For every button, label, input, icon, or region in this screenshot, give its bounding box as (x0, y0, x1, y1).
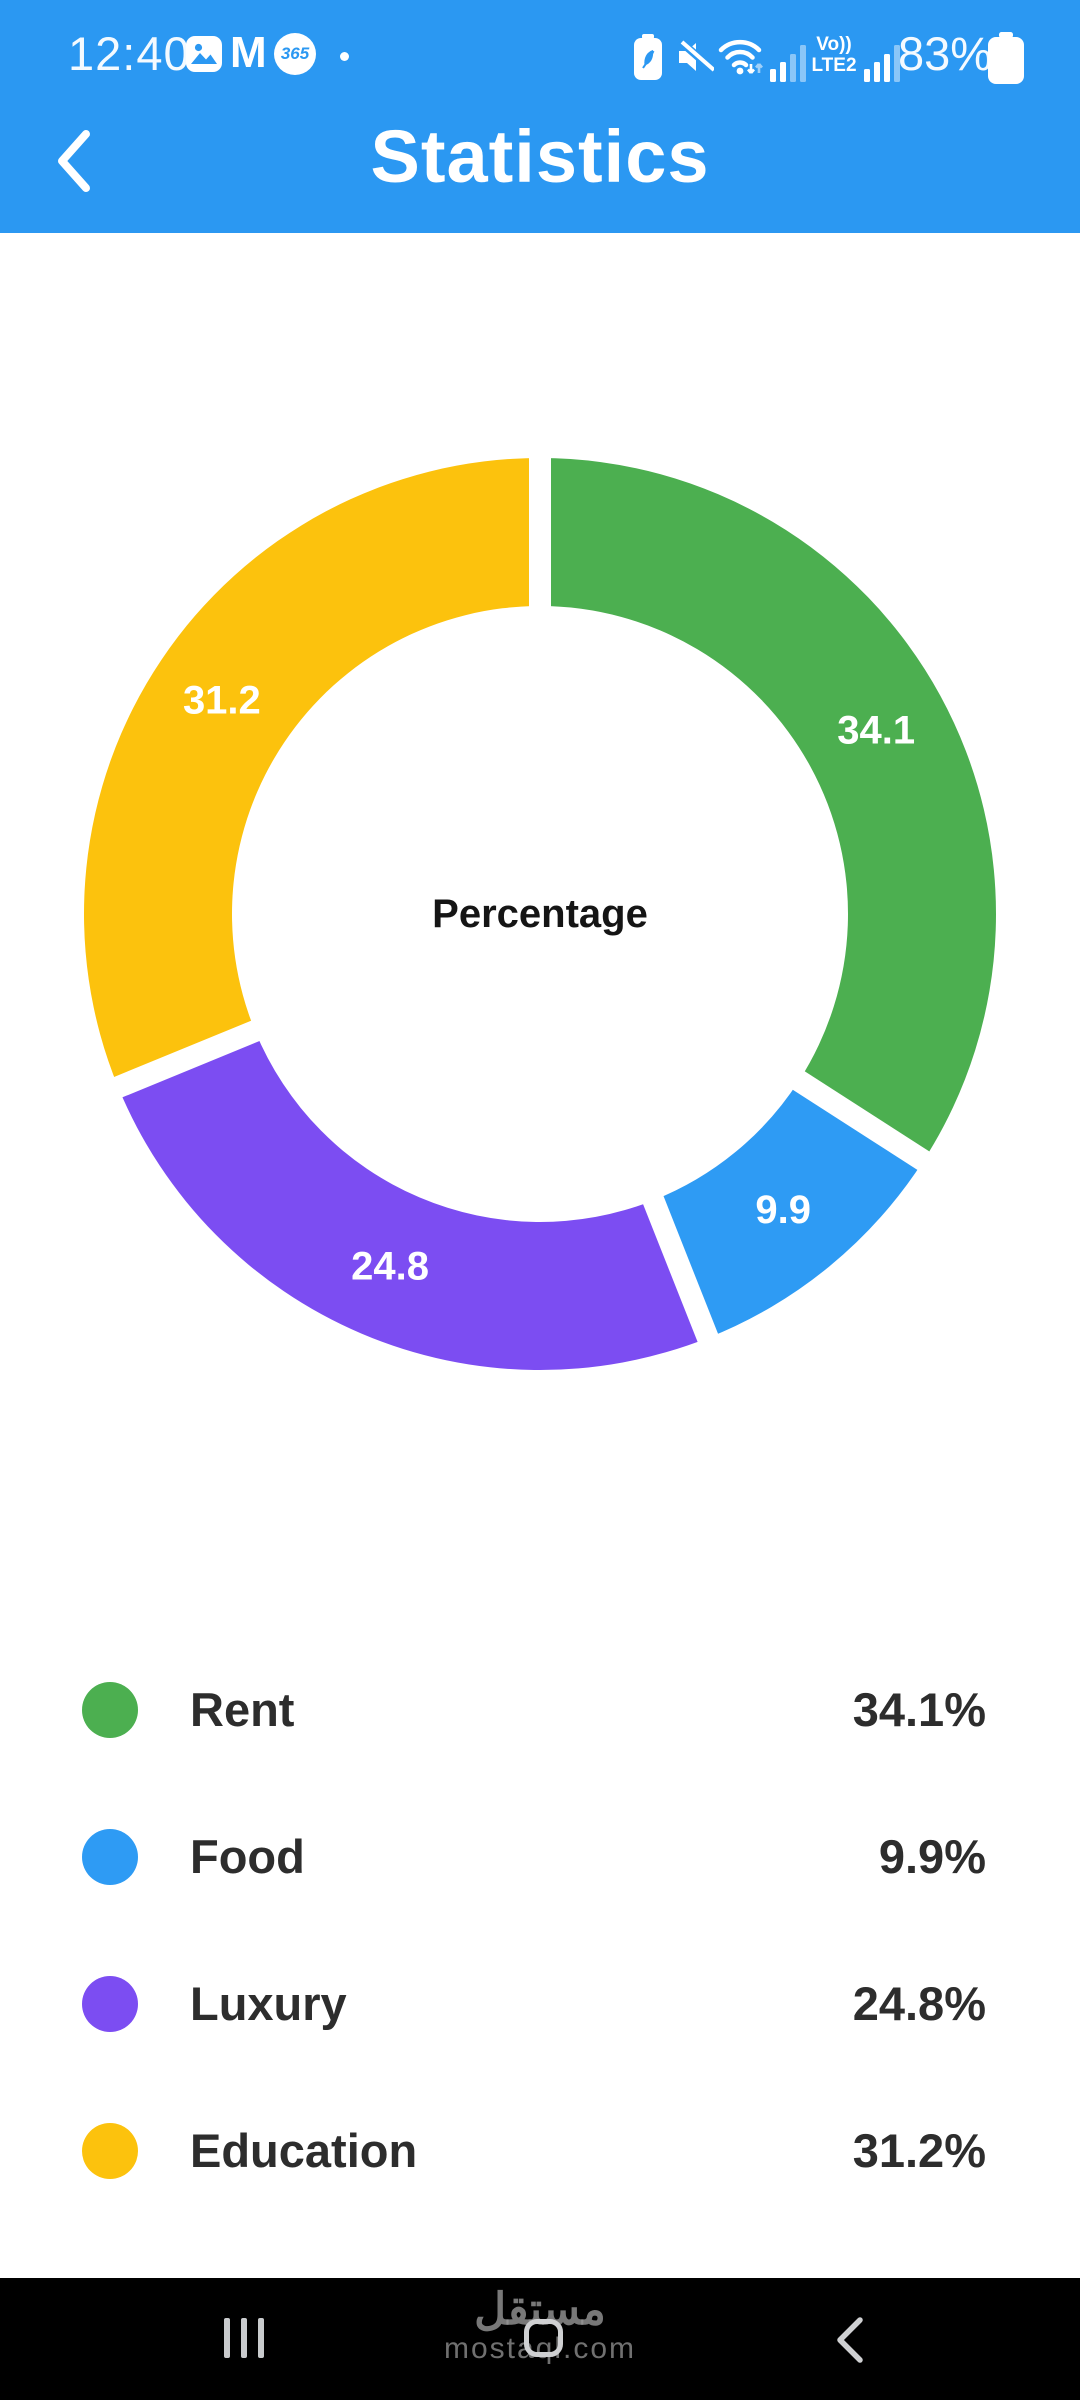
recents-icon (258, 2318, 264, 2358)
gmail-icon: M (230, 28, 267, 77)
slice-value-label: 31.2 (183, 679, 261, 723)
battery-saver-icon (634, 34, 662, 80)
gallery-icon (186, 36, 222, 72)
recents-icon (241, 2318, 247, 2358)
bottom-nav-bar: مستقل mostaql.com (0, 2278, 1080, 2400)
back-chevron-icon (58, 130, 90, 192)
status-time: 12:40 (68, 27, 191, 80)
donut-slice-education[interactable] (83, 458, 540, 1088)
legend-label: Food (190, 1830, 305, 1883)
legend-label: Rent (190, 1683, 295, 1736)
legend-row-food[interactable]: Food 9.9% (82, 1828, 986, 1885)
volte-label: Vo)) LTE2 (806, 34, 862, 76)
page-title: Statistics (370, 115, 710, 198)
volte-line2: LTE2 (811, 55, 857, 76)
back-button[interactable] (50, 126, 96, 196)
legend-dot-icon (82, 1975, 138, 2032)
battery-percent: 83% (898, 27, 993, 80)
legend-label: Education (190, 2124, 418, 2177)
slice-value-label: 34.1 (837, 709, 915, 753)
slice-value-label: 24.8 (351, 1244, 429, 1288)
home-button[interactable] (524, 2319, 563, 2357)
legend-row-education[interactable]: Education 31.2% (82, 2122, 986, 2179)
chart-legend: Rent 34.1% Food 9.9% Luxury 24.8% Education 31.… (82, 1681, 986, 2269)
legend-label: Luxury (190, 1977, 347, 2030)
legend-row-rent[interactable]: Rent 34.1% (82, 1681, 986, 1738)
signal-bars-icon (864, 44, 900, 82)
wifi-icon (718, 39, 763, 75)
watermark-title: مستقل (474, 2285, 606, 2334)
legend-row-luxury[interactable]: Luxury 24.8% (82, 1975, 986, 2032)
legend-value: 34.1% (852, 1683, 986, 1736)
nav-back-button[interactable] (830, 2314, 870, 2366)
battery-icon (988, 32, 1024, 84)
watermark-domain: mostaql.com (443, 2332, 637, 2365)
recents-icon (224, 2318, 230, 2358)
mute-icon (677, 38, 714, 73)
header: 12:40 M 365 Vo)) LTE2 (0, 0, 1080, 233)
legend-dot-icon (82, 1828, 138, 1885)
legend-dot-icon (82, 1681, 138, 1738)
back-chevron-icon (837, 2317, 863, 2363)
donut-slice-food[interactable] (653, 1080, 924, 1338)
volte-line1: Vo)) (816, 34, 852, 55)
legend-value: 9.9% (878, 1830, 986, 1883)
legend-dot-icon (82, 2122, 138, 2179)
app365-label: 365 (280, 44, 310, 63)
app365-icon: 365 (274, 33, 316, 75)
recents-button[interactable] (224, 2318, 264, 2358)
donut-slice-luxury[interactable] (118, 1030, 708, 1370)
signal-bars-icon (770, 44, 806, 82)
slice-value-label: 9.9 (755, 1188, 811, 1232)
legend-value: 24.8% (852, 1977, 986, 2030)
slice-separator (99, 1015, 273, 1104)
chart-center-label: Percentage (432, 892, 648, 936)
donut-slice-rent[interactable] (540, 458, 996, 1161)
legend-value: 31.2% (852, 2124, 986, 2177)
notification-dot-icon (340, 52, 349, 61)
slice-separator (638, 1183, 724, 1357)
slice-separator (781, 1063, 943, 1179)
donut-chart: Percentage 34.1 9.9 24.8 31.2 (83, 454, 996, 1370)
